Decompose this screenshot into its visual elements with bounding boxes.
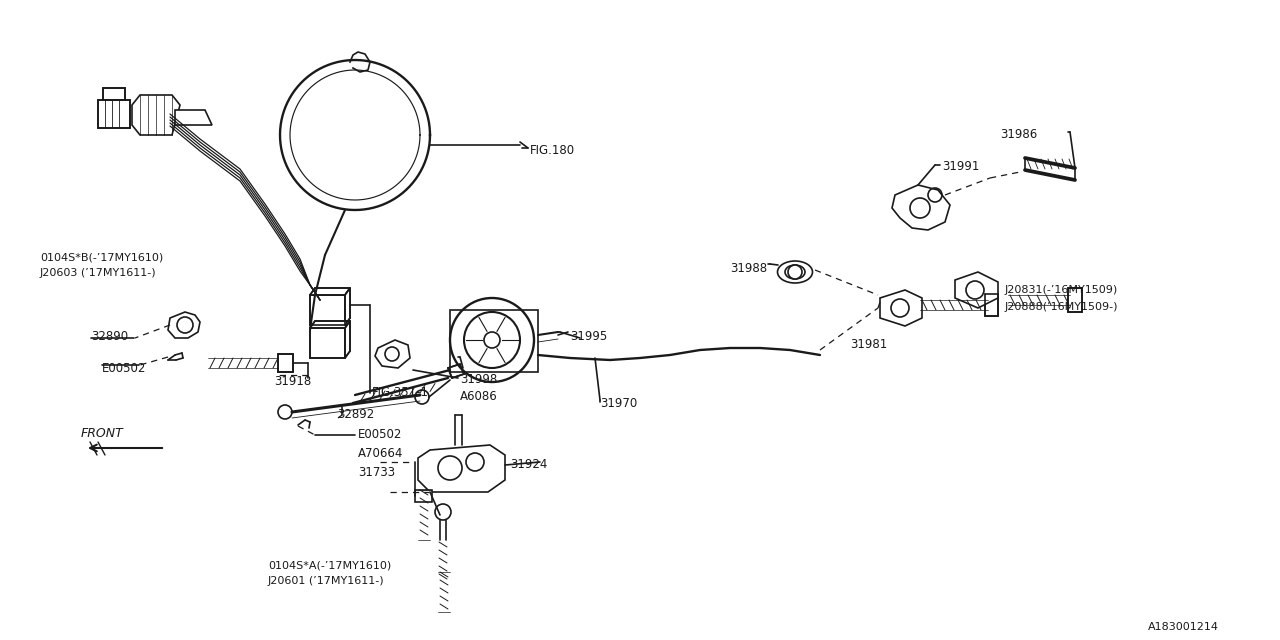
Polygon shape (310, 328, 346, 358)
Text: J20601 (’17MY1611-): J20601 (’17MY1611-) (268, 576, 384, 586)
Text: 31981: 31981 (850, 338, 887, 351)
Text: J20831(-’16MY1509): J20831(-’16MY1509) (1005, 285, 1119, 295)
Polygon shape (310, 288, 349, 295)
Circle shape (278, 405, 292, 419)
Polygon shape (881, 290, 922, 326)
Text: 31991: 31991 (942, 160, 979, 173)
Text: 31733: 31733 (358, 466, 396, 479)
Ellipse shape (777, 261, 813, 283)
Text: A70664: A70664 (358, 447, 403, 460)
Text: 31998: 31998 (460, 373, 497, 386)
Text: 31970: 31970 (600, 397, 637, 410)
Text: FIG.180: FIG.180 (530, 144, 575, 157)
Polygon shape (1068, 288, 1082, 312)
Polygon shape (415, 490, 433, 502)
Text: 0104S*B(-’17MY1610): 0104S*B(-’17MY1610) (40, 252, 164, 262)
Polygon shape (99, 100, 131, 128)
Polygon shape (278, 354, 293, 372)
Text: E00502: E00502 (102, 362, 146, 375)
Text: 31995: 31995 (570, 330, 607, 343)
Polygon shape (310, 295, 346, 325)
Circle shape (451, 298, 534, 382)
Text: A183001214: A183001214 (1148, 622, 1219, 632)
Circle shape (788, 265, 803, 279)
Text: 31918: 31918 (274, 375, 311, 388)
Text: A6086: A6086 (460, 390, 498, 403)
Polygon shape (175, 110, 212, 125)
Circle shape (465, 312, 520, 368)
Circle shape (415, 390, 429, 404)
Polygon shape (986, 294, 998, 316)
Polygon shape (310, 321, 349, 328)
Circle shape (435, 504, 451, 520)
Text: 32890: 32890 (91, 330, 128, 343)
Text: 31924: 31924 (509, 458, 548, 471)
Ellipse shape (785, 265, 805, 279)
Text: 31986: 31986 (1000, 128, 1037, 141)
Text: J20888(’16MY1509-): J20888(’16MY1509-) (1005, 302, 1119, 312)
Text: FIG.351-1: FIG.351-1 (372, 386, 429, 399)
Polygon shape (892, 185, 950, 230)
Polygon shape (448, 364, 465, 378)
Polygon shape (102, 88, 125, 100)
Polygon shape (132, 95, 180, 135)
Text: J20603 (’17MY1611-): J20603 (’17MY1611-) (40, 268, 156, 278)
Polygon shape (955, 272, 998, 308)
Polygon shape (346, 321, 349, 358)
Polygon shape (419, 445, 506, 492)
Polygon shape (375, 340, 410, 368)
Polygon shape (168, 312, 200, 338)
Text: FRONT: FRONT (81, 427, 123, 440)
Text: 32892: 32892 (337, 408, 374, 421)
Text: 31988: 31988 (730, 262, 767, 275)
Polygon shape (346, 288, 349, 325)
Text: 0104S*A(-’17MY1610): 0104S*A(-’17MY1610) (268, 560, 392, 570)
Text: E00502: E00502 (358, 428, 402, 441)
